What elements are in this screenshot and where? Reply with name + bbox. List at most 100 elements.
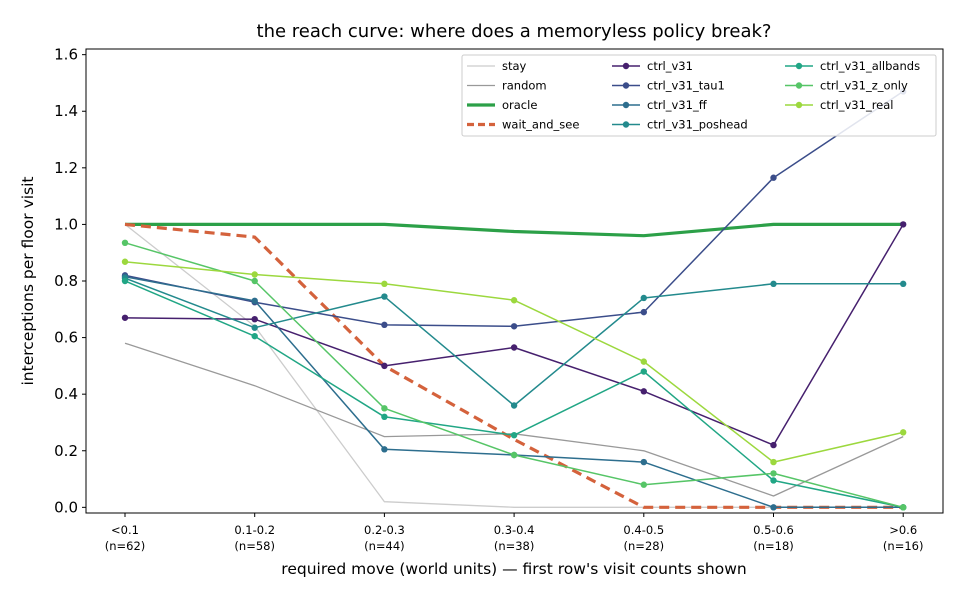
- data-point: [640, 481, 647, 488]
- data-point: [381, 293, 388, 300]
- legend: stayrandomoraclewait_and_seectrl_v31ctrl…: [461, 54, 937, 137]
- x-tick-count: (n=28): [624, 539, 665, 553]
- legend-frame: [461, 54, 937, 137]
- series-wait_and_see: [124, 222, 904, 509]
- data-point: [121, 239, 129, 247]
- legend-marker: [795, 82, 803, 89]
- legend-label: oracle: [502, 98, 537, 112]
- legend-label: ctrl_v31_tau1: [647, 79, 725, 93]
- data-point: [770, 504, 777, 511]
- data-point: [770, 441, 777, 449]
- data-point: [381, 446, 388, 453]
- legend-label: wait_and_see: [502, 118, 579, 132]
- data-point: [381, 280, 388, 288]
- series-line: [125, 222, 904, 238]
- data-point: [770, 458, 777, 466]
- legend-label: ctrl_v31_allbands: [820, 59, 920, 73]
- legend-item-oracle: oracle: [467, 98, 537, 112]
- data-point: [510, 451, 518, 459]
- x-tick-count: (n=44): [364, 539, 405, 553]
- data-point: [251, 315, 258, 323]
- data-point: [381, 413, 388, 421]
- legend-item-ctrl_v31_poshead: ctrl_v31_poshead: [612, 118, 748, 132]
- x-tick-label: >0.6: [889, 523, 917, 537]
- x-tick-count: (n=62): [105, 539, 146, 553]
- legend-marker: [622, 101, 630, 109]
- series-ctrl_v31_z_only: [121, 239, 907, 511]
- x-tick-label: <0.1: [111, 523, 139, 537]
- x-tick-count: (n=18): [753, 539, 794, 553]
- y-tick-label: 1.4: [54, 102, 78, 120]
- legend-label: stay: [502, 59, 527, 73]
- series-ctrl_v31_poshead: [121, 274, 907, 409]
- legend-item-ctrl_v31: ctrl_v31: [612, 59, 693, 73]
- data-point: [121, 277, 129, 285]
- series-ctrl_v31: [121, 221, 907, 449]
- legend-item-ctrl_v31_tau1: ctrl_v31_tau1: [612, 79, 725, 93]
- y-tick-label: 1.0: [54, 215, 78, 233]
- x-tick-count: (n=58): [234, 539, 275, 553]
- series-line: [124, 222, 904, 509]
- legend-label: ctrl_v31_real: [820, 98, 894, 112]
- legend-item-stay: stay: [467, 59, 527, 73]
- legend-marker: [795, 62, 803, 70]
- x-tick-label: 0.1-0.2: [234, 523, 275, 537]
- series-layer: [121, 88, 907, 511]
- legend-label: ctrl_v31_ff: [647, 98, 708, 112]
- x-tick-count: (n=16): [883, 539, 924, 553]
- data-point: [510, 344, 518, 351]
- x-tick-label: 0.2-0.3: [364, 523, 405, 537]
- legend-item-ctrl_v31_ff: ctrl_v31_ff: [612, 98, 708, 112]
- data-point: [640, 294, 647, 302]
- data-point: [770, 174, 777, 181]
- x-axis-label: required move (world units) — first row'…: [281, 560, 746, 578]
- x-tick-label: 0.4-0.5: [623, 523, 664, 537]
- legend-item-ctrl_v31_allbands: ctrl_v31_allbands: [785, 59, 920, 73]
- x-tick-label: 0.3-0.4: [494, 523, 535, 537]
- y-tick-label: 0.4: [54, 385, 78, 403]
- data-point: [121, 314, 129, 321]
- data-point: [510, 431, 518, 439]
- data-point: [251, 271, 258, 278]
- legend-label: random: [502, 79, 547, 93]
- data-point: [640, 368, 647, 375]
- legend-marker: [622, 82, 630, 89]
- data-point: [900, 504, 907, 511]
- series-line: [124, 223, 904, 508]
- series-oracle: [125, 222, 904, 238]
- data-point: [510, 402, 518, 409]
- y-axis: 0.0 0.2 0.4 0.6 0.8 1.0 1.2 1.4 1.6: [54, 46, 86, 516]
- data-point: [251, 332, 258, 340]
- legend-item-ctrl_v31_z_only: ctrl_v31_z_only: [785, 79, 908, 93]
- data-point: [640, 458, 647, 466]
- y-axis-label: interceptions per floor visit: [19, 176, 37, 385]
- series-line: [124, 224, 904, 446]
- data-point: [900, 280, 907, 288]
- y-tick-label: 0.0: [54, 498, 78, 516]
- data-point: [251, 297, 258, 305]
- data-point: [251, 324, 258, 331]
- chart-title: the reach curve: where does a memoryless…: [257, 21, 772, 42]
- data-point: [770, 280, 777, 288]
- data-point: [251, 277, 258, 285]
- y-tick-label: 1.2: [54, 159, 78, 177]
- legend-item-random: random: [467, 79, 547, 93]
- data-point: [770, 477, 777, 484]
- legend-item-wait_and_see: wait_and_see: [467, 118, 579, 132]
- series-ctrl_v31_real: [121, 258, 907, 466]
- legend-label: ctrl_v31: [647, 59, 693, 73]
- y-tick-label: 0.6: [54, 329, 78, 347]
- data-point: [381, 321, 388, 329]
- x-tick-label: 0.5-0.6: [753, 523, 794, 537]
- y-tick-label: 1.6: [54, 46, 78, 64]
- legend-label: ctrl_v31_poshead: [647, 118, 748, 132]
- data-point: [381, 405, 388, 412]
- legend-marker: [622, 121, 630, 128]
- data-point: [900, 221, 907, 228]
- series-ctrl_v31_allbands: [121, 277, 907, 511]
- x-axis: <0.1 (n=62) 0.1-0.2 (n=58) 0.2-0.3 (n=44) 0.3-…: [105, 513, 924, 553]
- series-line: [124, 242, 904, 509]
- data-point: [640, 388, 647, 395]
- y-tick-label: 0.2: [54, 442, 78, 460]
